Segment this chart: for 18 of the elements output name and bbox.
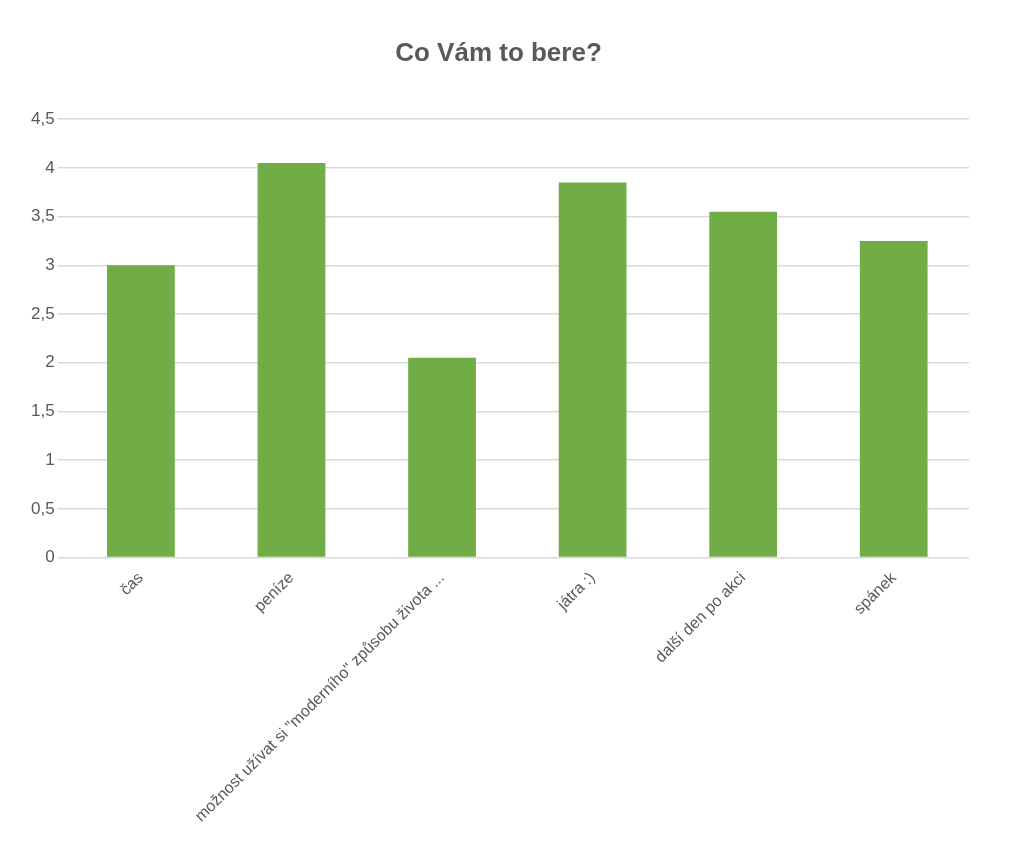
y-tick-label: 0,5	[30, 498, 55, 518]
bar	[709, 211, 778, 557]
y-tick-label: 1,5	[30, 401, 55, 421]
y-tick-label: 3	[45, 255, 55, 275]
y-tick-label: 4,5	[30, 108, 55, 128]
y-tick-label: 2	[45, 352, 55, 372]
bar	[408, 357, 476, 557]
bar	[257, 163, 326, 557]
y-tick-label: 0	[45, 547, 55, 567]
x-tick-label: čas	[116, 568, 147, 599]
bar	[107, 265, 175, 557]
bar	[558, 182, 627, 557]
chart-title: Co Vám to bere?	[395, 36, 602, 67]
y-tick-label: 4	[45, 157, 55, 177]
y-tick-label: 2,5	[30, 303, 55, 323]
bar	[859, 240, 928, 557]
y-tick-label: 3,5	[30, 206, 55, 226]
y-tick-label: 1	[45, 449, 55, 469]
